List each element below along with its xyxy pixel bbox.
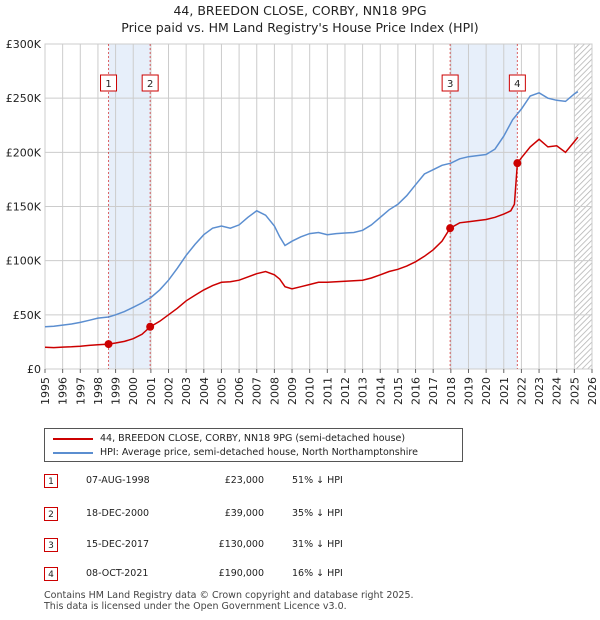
sale-date: 07-AUG-1998: [86, 475, 150, 486]
sale-label-number: 3: [447, 79, 453, 90]
sale-label-number: 4: [514, 79, 520, 90]
x-tick-label: 2004: [198, 377, 211, 405]
x-tick-label: 2020: [480, 377, 493, 405]
sale-label-box: [441, 74, 459, 92]
chart-title: 44, BREEDON CLOSE, CORBY, NN18 9PG: [173, 3, 427, 18]
x-tick-label: 2009: [286, 377, 299, 405]
legend-swatch-hpi: [53, 451, 93, 454]
sale-number-badge: 2: [44, 507, 58, 521]
x-tick-label: 2015: [392, 377, 405, 405]
y-tick-label: £250K: [6, 92, 42, 105]
x-tick-label: 2011: [321, 377, 334, 405]
legend-label-hpi: HPI: Average price, semi-detached house,…: [100, 447, 418, 458]
chart-subtitle: Price paid vs. HM Land Registry's House …: [121, 20, 479, 35]
sale-hpi-diff: 51% ↓ HPI: [292, 475, 343, 486]
sale-row: 3 15-DEC-2017 £130,000 31% ↓ HPI: [44, 537, 384, 553]
x-tick-label: 1995: [39, 377, 52, 405]
sale-label-box: [508, 74, 526, 92]
x-tick-label: 2001: [145, 377, 158, 405]
sale-price: £190,000: [218, 568, 264, 579]
y-tick-label: £150K: [6, 201, 42, 214]
y-tick-label: £200K: [6, 146, 42, 159]
y-tick-label: £50K: [13, 309, 42, 322]
sale-hpi-diff: 31% ↓ HPI: [292, 539, 343, 550]
x-tick-label: 1997: [74, 377, 87, 405]
x-tick-label: 2026: [586, 377, 599, 405]
x-tick-label: 2013: [357, 377, 370, 405]
sale-hpi-diff: 16% ↓ HPI: [292, 568, 343, 579]
footer-licence: This data is licensed under the Open Gov…: [44, 601, 347, 612]
x-tick-label: 2016: [410, 377, 423, 405]
price-chart: £0 £50K £100K £150K £200K £250K £300K 1995 1996 1…: [6, 38, 599, 405]
sale-hpi-diff: 35% ↓ HPI: [292, 508, 343, 519]
sale-price: £130,000: [218, 539, 264, 550]
y-tick-label: £0: [27, 363, 41, 376]
x-tick-label: 1998: [92, 377, 105, 405]
x-tick-label: 2008: [268, 377, 281, 405]
x-tick-label: 1996: [57, 377, 70, 405]
sale-number-badge: 4: [44, 567, 58, 581]
x-tick-label: 2024: [551, 377, 564, 405]
x-tick-label: 2006: [233, 377, 246, 405]
x-tick-label: 2010: [304, 377, 317, 405]
sale-date: 18-DEC-2000: [86, 508, 150, 519]
sale-number-badge: 3: [44, 538, 58, 552]
x-tick-label: 2025: [568, 377, 581, 405]
x-tick-label: 2018: [445, 377, 458, 405]
legend-item-sale: 44, BREEDON CLOSE, CORBY, NN18 9PG (semi…: [53, 432, 405, 446]
legend-swatch-sale: [53, 437, 93, 440]
sale-row: 2 18-DEC-2000 £39,000 35% ↓ HPI: [44, 506, 384, 522]
footer-copyright: Contains HM Land Registry data © Crown c…: [44, 590, 414, 601]
x-tick-label: 2017: [427, 377, 440, 405]
sale-point: [513, 159, 522, 168]
sale-label-number: 2: [147, 79, 153, 90]
x-tick-label: 2019: [462, 377, 475, 405]
sale-point: [446, 224, 455, 233]
x-tick-label: 2002: [163, 377, 176, 405]
x-tick-label: 2014: [374, 377, 387, 405]
legend-item-hpi: HPI: Average price, semi-detached house,…: [53, 446, 418, 460]
series-line-sale-price: [44, 136, 579, 349]
x-tick-label: 2012: [339, 377, 352, 405]
x-tick-label: 2003: [180, 377, 193, 405]
sale-price: £39,000: [224, 508, 264, 519]
sale-label-box: [141, 74, 159, 92]
x-tick-label: 2005: [215, 377, 228, 405]
x-tick-label: 2023: [533, 377, 546, 405]
sale-label-box: [100, 74, 118, 92]
y-tick-label: £100K: [6, 255, 42, 268]
sale-date: 15-DEC-2017: [86, 539, 150, 550]
x-tick-label: 1999: [110, 377, 123, 405]
sale-point: [146, 322, 155, 331]
sale-point: [104, 340, 113, 349]
x-tick-label: 2000: [127, 377, 140, 405]
y-tick-label: £300K: [6, 38, 42, 51]
sale-row: 1 07-AUG-1998 £23,000 51% ↓ HPI: [44, 473, 384, 489]
sale-date: 08-OCT-2021: [86, 568, 149, 579]
x-tick-label: 2022: [515, 377, 528, 405]
x-tick-label: 2007: [251, 377, 264, 405]
x-tick-label: 2021: [498, 377, 511, 405]
series-line-hpi: [44, 91, 579, 328]
chart-legend: 44, BREEDON CLOSE, CORBY, NN18 9PG (semi…: [44, 428, 463, 462]
legend-label-sale: 44, BREEDON CLOSE, CORBY, NN18 9PG (semi…: [100, 433, 406, 444]
sale-row: 4 08-OCT-2021 £190,000 16% ↓ HPI: [44, 566, 384, 582]
sale-label-number: 1: [105, 79, 111, 90]
sale-price: £23,000: [224, 475, 264, 486]
sale-number-badge: 1: [44, 474, 58, 488]
